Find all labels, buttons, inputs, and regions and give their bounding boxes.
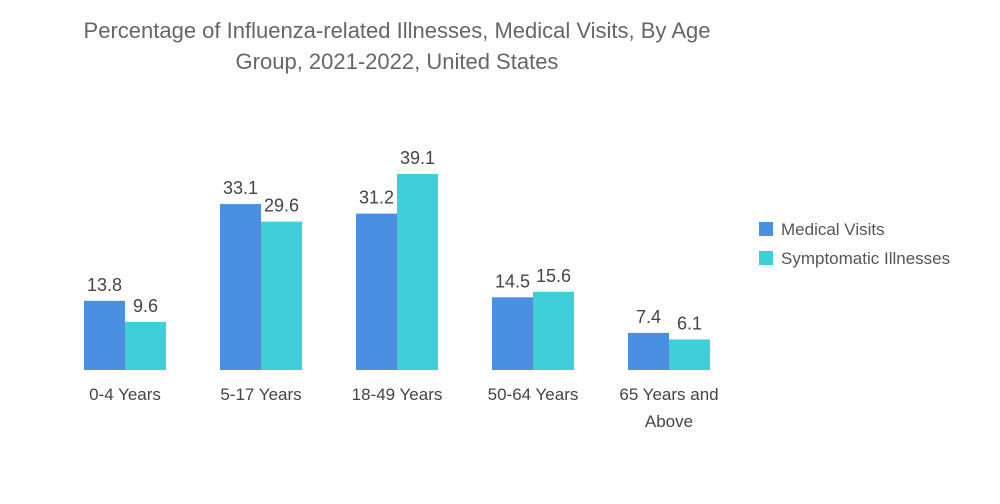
category-label: 5-17 Years — [220, 385, 301, 404]
value-labels: 13.8 9.6 33.1 29.6 31.2 39.1 14.5 15.6 7.4 6.1 — [87, 148, 702, 333]
bar-value-label: 6.1 — [677, 313, 702, 333]
legend-swatch — [759, 251, 773, 265]
bar-medical-visits — [492, 297, 533, 370]
category-label: Above — [645, 412, 693, 431]
legend-label: Medical Visits — [781, 220, 885, 239]
bar-value-label: 39.1 — [400, 148, 435, 168]
bar-value-label: 9.6 — [133, 296, 158, 316]
bar-symptomatic-illnesses — [261, 221, 302, 370]
bar-medical-visits — [84, 300, 125, 370]
category-label: 0-4 Years — [89, 385, 161, 404]
bar-value-label: 7.4 — [636, 307, 661, 327]
bar-value-label: 31.2 — [359, 188, 394, 208]
bar-value-label: 14.5 — [495, 271, 530, 291]
bar-value-label: 15.6 — [536, 266, 571, 286]
bar-value-label: 13.8 — [87, 275, 122, 295]
bar-symptomatic-illnesses — [533, 291, 574, 370]
bar-medical-visits — [356, 213, 397, 370]
bar-symptomatic-illnesses — [397, 174, 438, 370]
category-label: 65 Years and — [619, 385, 718, 404]
bar-value-label: 29.6 — [264, 196, 299, 216]
chart-title-line: Percentage of Influenza-related Illnesse… — [84, 18, 711, 43]
bar-medical-visits — [220, 204, 261, 370]
bar-medical-visits — [628, 332, 669, 370]
category-label: 50-64 Years — [488, 385, 579, 404]
chart-title: Percentage of Influenza-related Illnesse… — [84, 18, 711, 74]
bars — [84, 174, 710, 370]
category-labels: 0-4 Years 5-17 Years 18-49 Years 50-64 Year… — [89, 385, 719, 431]
bar-symptomatic-illnesses — [669, 339, 710, 370]
legend-swatch — [759, 222, 773, 236]
chart-title-line: Group, 2021-2022, United States — [236, 49, 559, 74]
legend-label: Symptomatic Illnesses — [781, 249, 950, 268]
category-label: 18-49 Years — [352, 385, 443, 404]
bar-value-label: 33.1 — [223, 178, 258, 198]
legend: Medical Visits Symptomatic Illnesses — [759, 220, 950, 268]
bar-symptomatic-illnesses — [125, 321, 166, 370]
